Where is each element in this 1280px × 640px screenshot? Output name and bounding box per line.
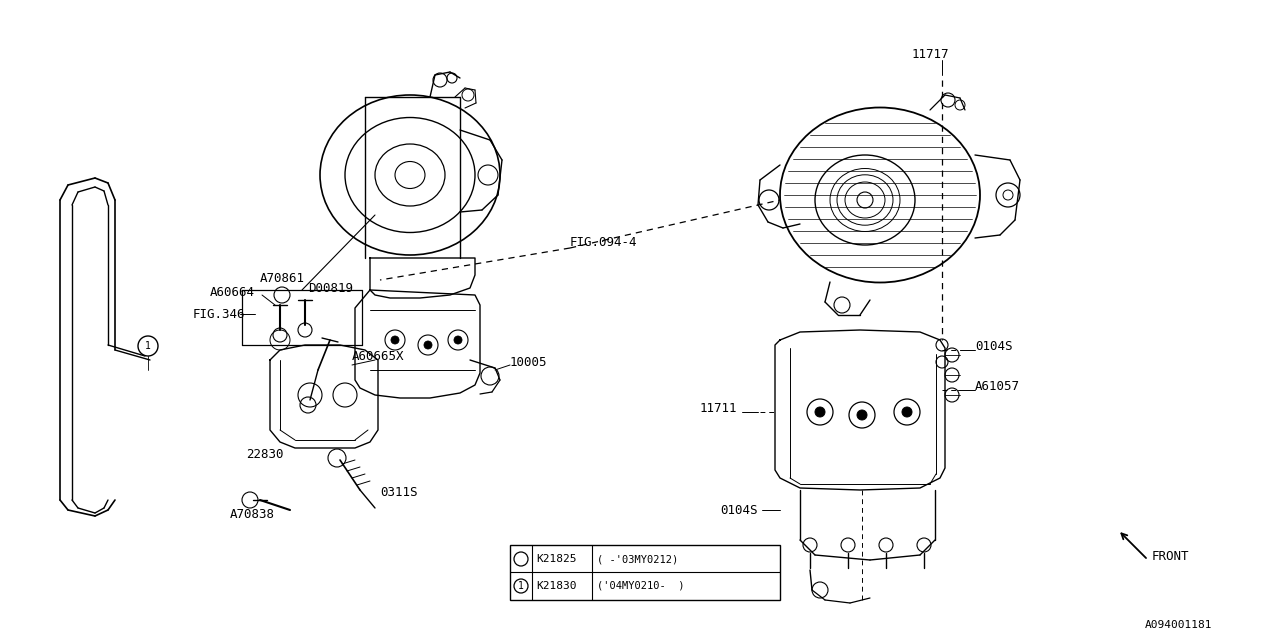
Text: 11711: 11711 (700, 403, 737, 415)
Text: FIG.094-4: FIG.094-4 (570, 237, 637, 250)
Circle shape (454, 336, 462, 344)
Circle shape (902, 407, 911, 417)
Text: A70838: A70838 (230, 509, 275, 522)
Text: FIG.346: FIG.346 (193, 307, 246, 321)
Text: 1: 1 (145, 341, 151, 351)
Text: D00819: D00819 (308, 282, 353, 294)
Text: ('04MY0210-  ): ('04MY0210- ) (596, 581, 685, 591)
Circle shape (858, 410, 867, 420)
Text: A094001181: A094001181 (1146, 620, 1212, 630)
Text: A70861: A70861 (260, 271, 305, 285)
Text: 0104S: 0104S (975, 340, 1012, 353)
Text: 0104S: 0104S (719, 504, 758, 516)
Text: ( -'03MY0212): ( -'03MY0212) (596, 554, 678, 564)
Text: 22830: 22830 (246, 449, 283, 461)
Text: K21830: K21830 (536, 581, 576, 591)
Bar (509, 545, 780, 600)
Text: FRONT: FRONT (1152, 550, 1189, 563)
Text: K21825: K21825 (536, 554, 576, 564)
Circle shape (424, 341, 433, 349)
Circle shape (390, 336, 399, 344)
Text: 0311S: 0311S (380, 486, 417, 499)
Text: 11717: 11717 (911, 49, 950, 61)
Circle shape (815, 407, 826, 417)
Text: A60665X: A60665X (352, 349, 404, 362)
Text: A61057: A61057 (975, 381, 1020, 394)
Text: 1: 1 (518, 581, 524, 591)
Text: 10005: 10005 (509, 355, 548, 369)
Text: A60664: A60664 (210, 285, 255, 298)
